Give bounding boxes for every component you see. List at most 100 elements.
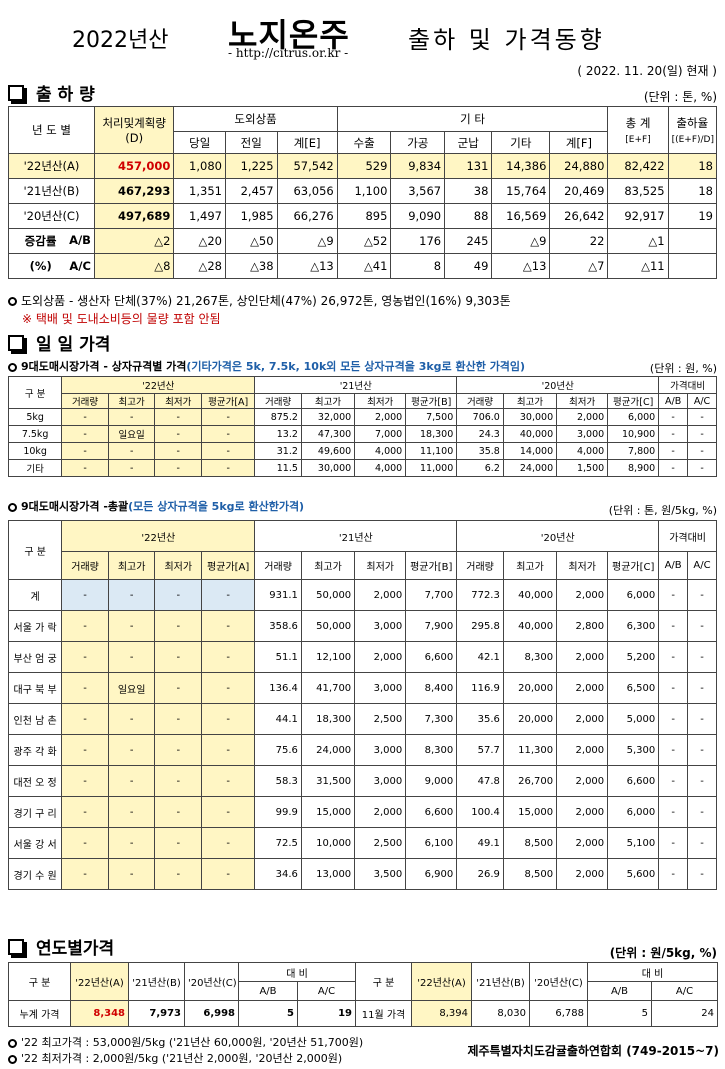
th-year: 년 도 별 <box>8 106 95 154</box>
table-cell <box>667 228 718 254</box>
table-cell: - <box>154 765 203 797</box>
table-cell: - <box>61 796 109 828</box>
plan-cell: 467,293 <box>93 178 175 204</box>
th-sub: 거래량 <box>61 393 109 409</box>
yearly-cell: 8,030 <box>471 1000 530 1027</box>
table-cell: 2,000 <box>556 408 609 426</box>
th-sub: 최고가 <box>107 393 156 409</box>
table-cell: - <box>61 765 109 797</box>
table-cell: 1,225 <box>224 153 278 179</box>
table-cell: 2,500 <box>354 703 407 735</box>
table-cell: △41 <box>336 253 392 279</box>
table-cell: 44.1 <box>254 703 302 735</box>
th-out: 도외상품 <box>173 106 338 132</box>
table-cell: - <box>154 408 203 426</box>
section-daily-title: 일 일 가격 <box>8 330 110 355</box>
table-cell: - <box>107 579 156 611</box>
table-cell: - <box>658 425 689 443</box>
table-cell: - <box>658 672 689 704</box>
table-cell: △9 <box>276 228 338 254</box>
th-sub: 거래량 <box>254 393 302 409</box>
table-cell: 4,000 <box>354 442 407 460</box>
table-cell: - <box>658 408 689 426</box>
table-cell: - <box>154 459 203 477</box>
table-cell: 2,000 <box>354 408 407 426</box>
note-min-price: '22 최저가격 : 2,000원/5kg ('21년산 2,000원, '20… <box>8 1050 342 1066</box>
th-sub: 수출 <box>336 131 392 154</box>
table-cell: - <box>61 858 109 890</box>
table-cell: - <box>154 672 203 704</box>
table-cell: - <box>61 442 109 460</box>
row-label: 계 <box>7 579 63 611</box>
daily-table2-unit: (단위 : 톤, 원/5kg, %) <box>608 504 717 517</box>
note-max-price: '22 최고가격 : 53,000원/5kg ('21년산 60,000원, '… <box>8 1034 363 1050</box>
th-sub: 최고가 <box>502 393 558 409</box>
plan-cell: 457,000 <box>93 153 175 179</box>
table-cell: 6,600 <box>405 641 458 673</box>
table-cell: 75.6 <box>254 734 302 766</box>
diff-row: (%) A/C △8 △28 △38 △13 △41 8 49 △13 △7 △11 <box>8 253 718 279</box>
table-cell: - <box>61 703 109 735</box>
table-cell: - <box>201 408 256 426</box>
table-cell: △11 <box>607 253 669 279</box>
table-cell: - <box>154 579 203 611</box>
table-cell: - <box>107 734 156 766</box>
th-sub: 거래량 <box>254 551 302 580</box>
table-cell: - <box>687 641 717 673</box>
table-cell: 7,800 <box>607 442 660 460</box>
table-cell: 13.2 <box>254 425 302 443</box>
row-label: 대전 오 정 <box>7 765 63 797</box>
table-cell: 2,000 <box>556 765 609 797</box>
table-cell: △50 <box>224 228 278 254</box>
table-row: 기타 - - - -11.5 30,000 4,000 11,000 6.2 24,000 1,50… <box>7 459 717 477</box>
table-cell: 24.3 <box>456 425 504 443</box>
row-label: 대구 북 부 <box>7 672 63 704</box>
table-cell: - <box>107 796 156 828</box>
table-cell: 10,000 <box>300 827 356 859</box>
th-sub: 거래량 <box>456 393 504 409</box>
table-cell: △13 <box>276 253 338 279</box>
th-sub: 평균가[C] <box>607 551 660 580</box>
table-cell: 8,300 <box>405 734 458 766</box>
table-cell: 1,985 <box>224 203 278 229</box>
yearly-price-table: 구 분 '22년산(A) '21년산(B) '20년산(C) 대 비 구 분 '… <box>8 962 718 1027</box>
table-cell: 30,000 <box>300 459 356 477</box>
table-cell: 176 <box>390 228 446 254</box>
section-title-text: 출 하 량 <box>36 85 95 105</box>
circle-bullet-icon <box>8 362 17 372</box>
plan-cell: 497,689 <box>93 203 175 229</box>
yearly-cell: 7,973 <box>128 1000 185 1027</box>
table-cell: △9 <box>491 228 551 254</box>
table-cell: 4,000 <box>354 459 407 477</box>
table-cell: - <box>61 672 109 704</box>
table-cell: 1,351 <box>173 178 226 204</box>
table-cell: - <box>687 858 717 890</box>
yearly-label-left: 누계 가격 <box>8 1000 71 1027</box>
table-cell: 57.7 <box>456 734 504 766</box>
organization-footer: 제주특별자치도감귤출하연합회 (749-2015~7) <box>467 1044 719 1058</box>
table-cell: 6,000 <box>607 796 660 828</box>
table-cell: 20,000 <box>502 703 558 735</box>
table-cell: - <box>61 425 109 443</box>
yearly-unit: (단위 : 원/5kg, %) <box>609 946 717 960</box>
table-cell: - <box>687 796 717 828</box>
table-cell: 26,642 <box>549 203 609 229</box>
row-label: '22년산(A) <box>8 153 95 179</box>
table-cell: 16,569 <box>491 203 551 229</box>
table-cell: 88 <box>444 203 493 229</box>
table-cell: 24,000 <box>502 459 558 477</box>
table-cell: 66,276 <box>276 203 338 229</box>
header-url[interactable]: - http://citrus.or.kr - <box>228 46 349 60</box>
table-cell: 2,000 <box>556 579 609 611</box>
table-cell: 26.9 <box>456 858 504 890</box>
table-cell: 35.8 <box>456 442 504 460</box>
table-cell: - <box>154 425 203 443</box>
th-cmp: 가격대비 <box>658 376 717 394</box>
table-cell: 58.3 <box>254 765 302 797</box>
th-sub: 최고가 <box>300 551 356 580</box>
table-cell: △20 <box>173 228 226 254</box>
table-cell: 42.1 <box>456 641 504 673</box>
th-20: '20년산 <box>456 376 660 394</box>
table-cell: - <box>687 765 717 797</box>
th-gubun: 구 분 <box>7 376 63 409</box>
